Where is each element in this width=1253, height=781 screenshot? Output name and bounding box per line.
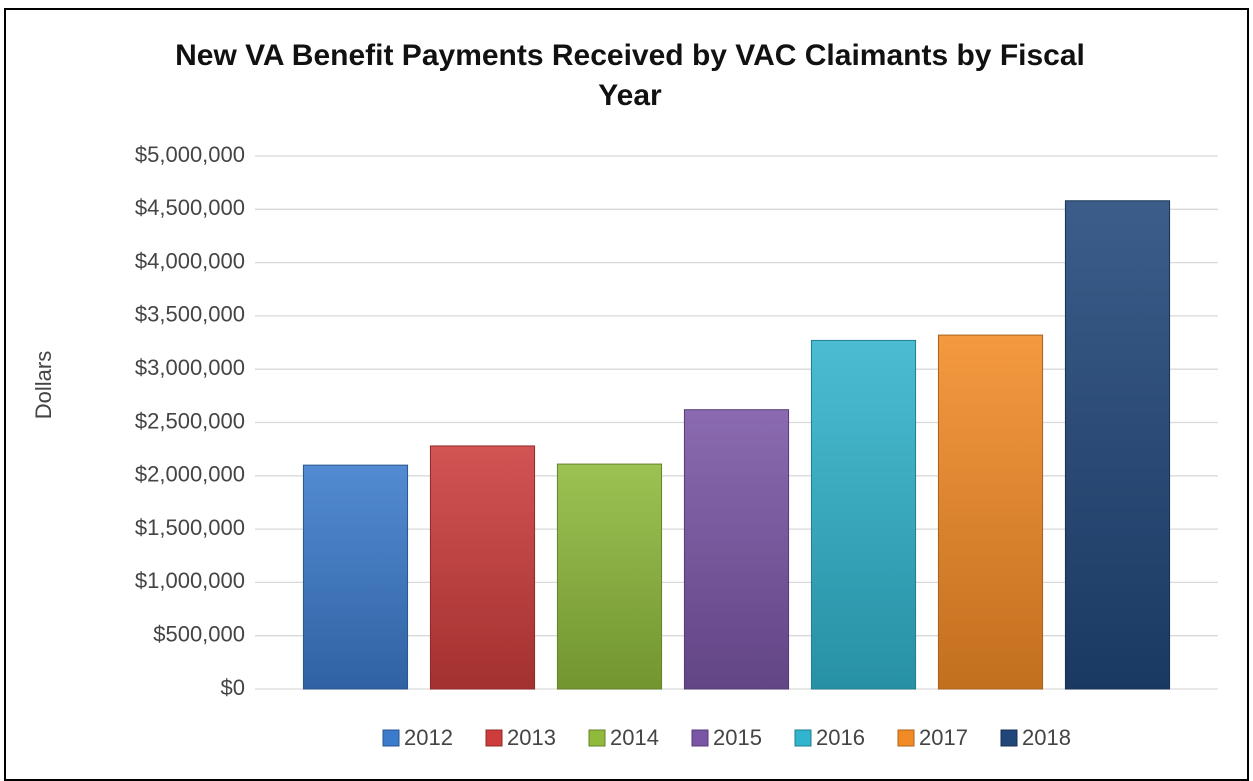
- legend-swatch: [1000, 729, 1018, 747]
- y-tick-label: $1,000,000: [135, 568, 245, 593]
- legend-swatch: [588, 729, 606, 747]
- legend-swatch: [691, 729, 709, 747]
- legend-label: 2018: [1022, 725, 1071, 750]
- chart-frame: [4, 8, 1249, 781]
- y-tick-label: $1,500,000: [135, 515, 245, 540]
- bar: [556, 463, 663, 690]
- y-tick-label: $5,000,000: [135, 142, 245, 167]
- legend-swatch: [382, 729, 400, 747]
- y-tick-label: $4,000,000: [135, 248, 245, 273]
- legend-label: 2016: [816, 725, 865, 750]
- y-tick-label: $3,500,000: [135, 302, 245, 327]
- legend-swatch: [485, 729, 503, 747]
- y-tick-label: $0: [221, 675, 245, 700]
- bar: [683, 409, 790, 690]
- legend-label: 2017: [919, 725, 968, 750]
- y-tick-label: $4,500,000: [135, 195, 245, 220]
- y-tick-label: $3,000,000: [135, 355, 245, 380]
- legend-swatch: [897, 729, 915, 747]
- legend-label: 2013: [507, 725, 556, 750]
- chart-title: New VA Benefit Payments Received by VAC …: [175, 39, 1085, 112]
- bar: [810, 339, 917, 690]
- bar: [937, 334, 1044, 690]
- y-tick-label: $2,500,000: [135, 408, 245, 433]
- legend-label: 2015: [713, 725, 762, 750]
- legend-label: 2012: [404, 725, 453, 750]
- y-tick-label: $2,000,000: [135, 462, 245, 487]
- legend-swatch: [794, 729, 812, 747]
- y-axis-label: Dollars: [31, 351, 56, 419]
- bar: [429, 445, 536, 690]
- legend-label: 2014: [610, 725, 659, 750]
- y-tick-label: $500,000: [153, 622, 245, 647]
- bar: [302, 464, 409, 690]
- bar: [1064, 200, 1171, 690]
